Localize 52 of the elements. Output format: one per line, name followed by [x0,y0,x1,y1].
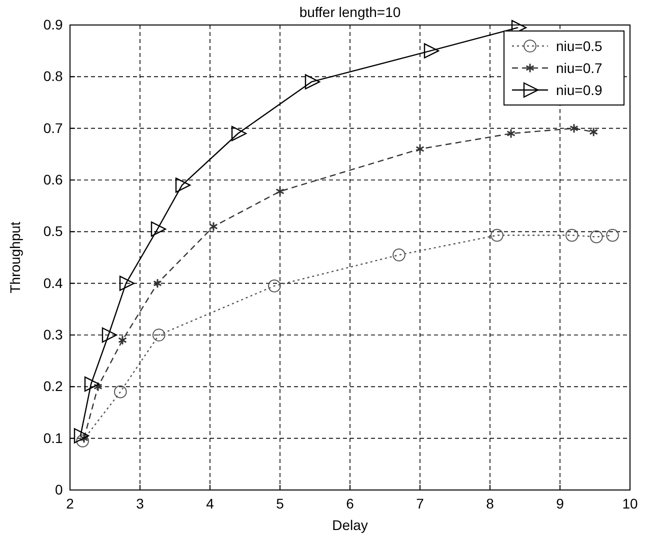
x-tick-label: 3 [136,495,144,512]
point [153,278,162,288]
point [119,276,135,291]
point [424,43,440,58]
y-tick-label: 0.9 [43,16,64,32]
point [74,428,90,444]
point [392,248,406,262]
point [209,222,218,232]
y-tick-label: 0.8 [43,68,64,84]
legend-label: niu=0.5 [556,38,603,54]
point [304,74,320,90]
point [94,382,102,392]
point [150,221,166,237]
x-tick-label: 2 [66,495,74,512]
legend-label: niu=0.9 [556,82,603,98]
y-tick-label: 0.6 [43,171,64,188]
chart-title: buffer length=10 [299,4,401,20]
point [175,178,191,193]
point [589,126,598,137]
point [231,126,247,142]
y-tick-label: 0.7 [43,120,64,136]
point [416,144,424,154]
point [152,328,166,342]
x-tick-label: 7 [416,495,424,512]
y-tick-label: 0.3 [43,326,64,342]
point [606,228,619,242]
point [565,228,578,242]
x-tick-label: 4 [206,495,214,512]
point [590,230,603,244]
point [570,123,578,134]
y-axis-title: Throughput [7,222,23,294]
x-tick-label: 9 [556,495,564,512]
x-tick-label: 8 [486,495,494,512]
legend-label: niu=0.7 [556,60,603,76]
point [276,186,284,196]
y-tick-label: 0.1 [43,430,64,446]
point [76,434,90,448]
x-tick-label: 10 [622,495,638,512]
y-tick-label: 0.2 [43,378,64,394]
point [84,376,100,392]
point [506,128,516,138]
point [268,280,281,292]
x-tick-label: 6 [346,495,354,512]
point [114,385,127,398]
y-tick-label: 0 [55,481,64,498]
x-tick-label: 5 [276,495,284,512]
x-axis-title: Delay [332,517,368,533]
point [490,228,504,242]
y-tick-label: 0.4 [43,274,64,291]
point [118,335,127,346]
point [102,327,118,343]
y-tick-label: 0.5 [43,223,64,240]
